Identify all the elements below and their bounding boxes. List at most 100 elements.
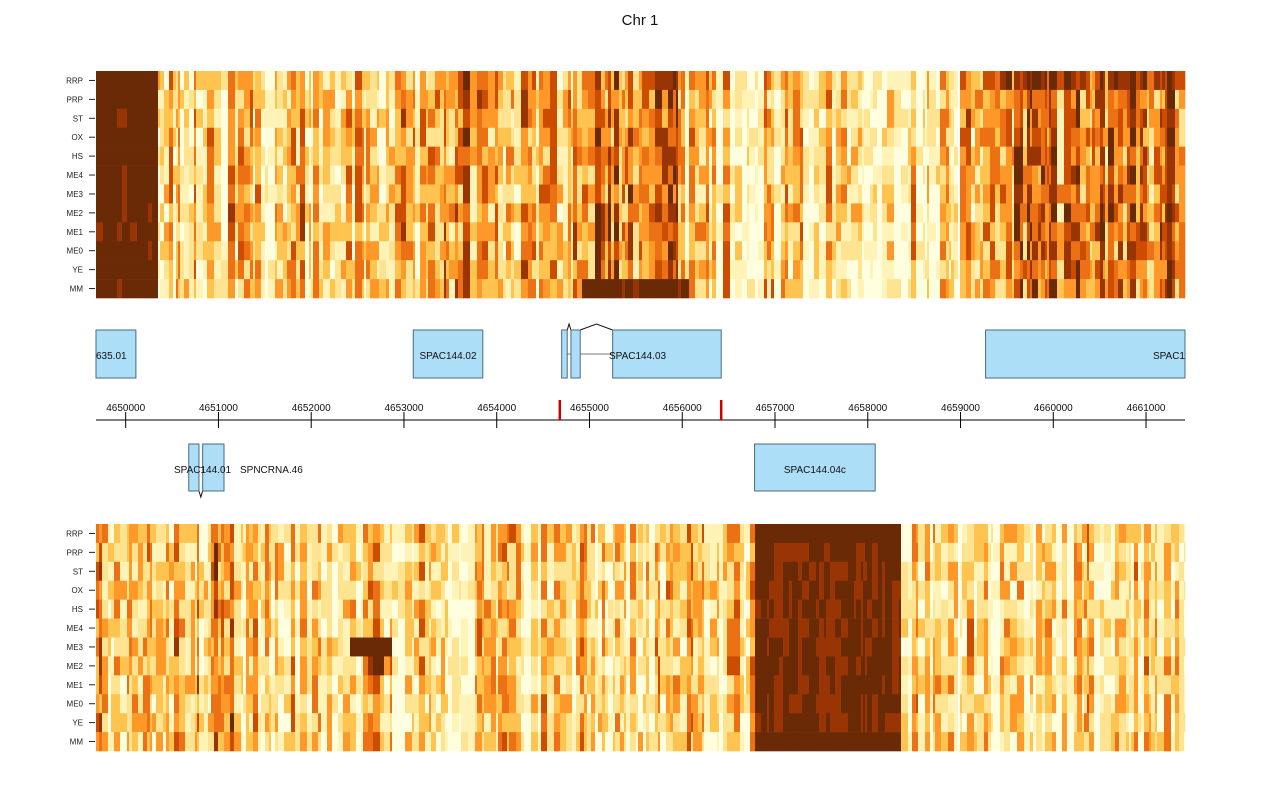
heatmap-cell: [803, 260, 810, 280]
heatmap-cell: [269, 675, 272, 695]
heatmap-cell: [755, 108, 759, 129]
heatmap-cell: [710, 542, 718, 563]
heatmap-cell: [488, 146, 496, 166]
heatmap-cell: [475, 656, 478, 676]
heatmap-cell: [362, 279, 365, 299]
heatmap-cell: [676, 108, 679, 129]
heatmap-cell: [959, 203, 967, 223]
heatmap-cell: [727, 656, 735, 676]
heatmap-cell: [143, 580, 148, 600]
heatmap-cell: [923, 279, 926, 299]
heatmap-cell: [1012, 279, 1015, 299]
heatmap-cell: [995, 108, 1001, 129]
heatmap-cell: [330, 165, 336, 185]
heatmap-cell: [598, 580, 603, 600]
heatmap-cell: [429, 599, 432, 619]
heatmap-cell: [531, 561, 539, 582]
heatmap-cell: [311, 146, 314, 166]
heatmap-cell: [258, 656, 262, 676]
heatmap-cell: [341, 279, 347, 299]
heatmap-cell: [173, 279, 177, 299]
heatmap-cell: [858, 89, 863, 110]
heatmap-cell: [1042, 524, 1046, 544]
heatmap-cell: [719, 656, 724, 676]
heatmap-cell: [174, 542, 180, 563]
heatmap-cell: [954, 165, 960, 185]
heatmap-cell: [384, 580, 391, 600]
heatmap-cell: [313, 127, 320, 147]
heatmap-cell: [392, 580, 399, 600]
heatmap-cell: [927, 165, 930, 185]
heatmap-cell: [307, 599, 313, 619]
heatmap-cell: [507, 580, 510, 600]
heatmap-cell: [1074, 542, 1078, 563]
heatmap-cell: [742, 241, 748, 261]
heatmap-cell: [496, 542, 499, 563]
heatmap-cell: [1130, 279, 1137, 299]
heatmap-cell: [96, 127, 104, 147]
heatmap-cell: [646, 542, 650, 563]
heatmap-cell: [673, 108, 677, 129]
heatmap-cell: [774, 524, 780, 544]
heatmap-cell: [1136, 146, 1141, 166]
heatmap-cell: [771, 203, 775, 223]
heatmap-cell: [1172, 165, 1176, 185]
heatmap-cell: [169, 203, 174, 223]
heatmap-cell: [253, 127, 256, 147]
heatmap-cell: [1074, 637, 1078, 657]
heatmap-cell: [152, 599, 157, 619]
heatmap-cell: [984, 580, 989, 600]
heatmap-cell: [440, 279, 445, 299]
heatmap-cell: [826, 524, 831, 544]
heatmap-cell: [319, 146, 324, 166]
heatmap-cell: [514, 222, 522, 242]
heatmap-cell: [744, 561, 747, 582]
heatmap-cell: [235, 146, 239, 166]
heatmap-cell: [309, 241, 312, 261]
heatmap-cell: [1033, 637, 1037, 657]
heatmap-cell: [127, 89, 131, 110]
heatmap-cell: [284, 618, 292, 638]
heatmap-cell: [160, 241, 165, 261]
heatmap-cell: [925, 656, 931, 676]
heatmap-cell: [1167, 184, 1173, 204]
heatmap-cell: [114, 561, 121, 582]
heatmap-cell: [1126, 599, 1130, 619]
heatmap-cell: [1115, 561, 1120, 582]
heatmap-cell: [514, 127, 522, 147]
heatmap-cell: [221, 165, 229, 185]
heatmap-cell: [1023, 127, 1028, 147]
heatmap-cell: [563, 184, 569, 204]
heatmap-cell: [1171, 524, 1176, 544]
heatmap-cell: [228, 222, 236, 242]
heatmap-cell: [311, 89, 314, 110]
heatmap-cell: [114, 618, 121, 638]
forward-strand-heatmap: [96, 71, 1186, 299]
heatmap-cell: [595, 146, 602, 166]
heatmap-cell: [954, 222, 960, 242]
heatmap-cell: [189, 71, 195, 91]
heatmap-cell: [742, 203, 748, 223]
heatmap-cell: [749, 89, 756, 110]
heatmap-cell: [1051, 222, 1058, 242]
heatmap-cell: [591, 599, 596, 619]
heatmap-cell: [615, 580, 621, 600]
heatmap-cell: [491, 618, 497, 638]
heatmap-cell: [96, 203, 104, 223]
heatmap-cell: [750, 599, 756, 619]
heatmap-cell: [872, 637, 879, 657]
heatmap-cell: [330, 184, 336, 204]
heatmap-cell: [678, 165, 682, 185]
heatmap-cell: [147, 580, 151, 600]
heatmap-cell: [622, 127, 626, 147]
heatmap-cell: [758, 146, 765, 166]
heatmap-cell: [1141, 656, 1145, 676]
heatmap-cell: [440, 127, 445, 147]
heatmap-cell: [511, 222, 515, 242]
heatmap-cell: [420, 241, 427, 261]
heatmap-cell: [169, 71, 174, 91]
heatmap-cell: [1131, 580, 1135, 600]
heatmap-cell: [516, 542, 522, 563]
heatmap-cell: [1032, 127, 1039, 147]
heatmap-cell: [440, 71, 445, 91]
